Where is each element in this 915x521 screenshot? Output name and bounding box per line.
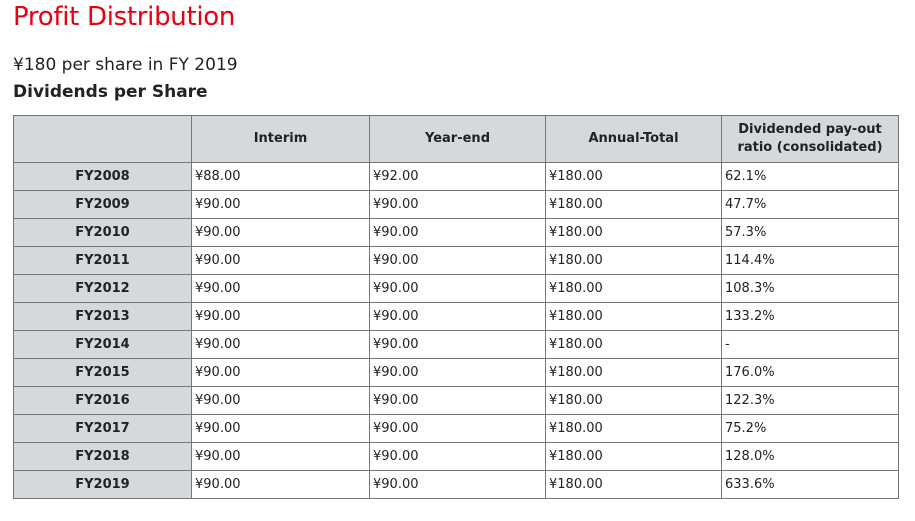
table-row: FY2016 ¥90.00 ¥90.00 ¥180.00 122.3% xyxy=(13,386,899,415)
cell-year-end: ¥90.00 xyxy=(369,386,546,415)
table-row: FY2010 ¥90.00 ¥90.00 ¥180.00 57.3% xyxy=(13,218,899,247)
cell-year-end: ¥90.00 xyxy=(369,190,546,219)
cell-interim: ¥90.00 xyxy=(191,330,370,359)
cell-payout-ratio: 108.3% xyxy=(721,274,899,303)
cell-year-end: ¥90.00 xyxy=(369,470,546,499)
cell-year: FY2013 xyxy=(13,302,192,331)
cell-annual-total: ¥180.00 xyxy=(545,190,722,219)
cell-interim: ¥90.00 xyxy=(191,470,370,499)
cell-annual-total: ¥180.00 xyxy=(545,414,722,443)
page-subtitle: ¥180 per share in FY 2019 xyxy=(13,55,238,75)
cell-annual-total: ¥180.00 xyxy=(545,302,722,331)
cell-annual-total: ¥180.00 xyxy=(545,386,722,415)
table-row: FY2014 ¥90.00 ¥90.00 ¥180.00- xyxy=(13,330,899,359)
cell-payout-ratio: - xyxy=(721,330,899,359)
cell-year-end: ¥90.00 xyxy=(369,358,546,387)
cell-payout-ratio: 128.0% xyxy=(721,442,899,471)
cell-year-end: ¥90.00 xyxy=(369,246,546,275)
cell-annual-total: ¥180.00 xyxy=(545,162,722,191)
cell-year-end: ¥90.00 xyxy=(369,442,546,471)
cell-interim: ¥90.00 xyxy=(191,302,370,331)
table-row: FY2015 ¥90.00 ¥90.00 ¥180.00 176.0% xyxy=(13,358,899,387)
cell-payout-ratio: 47.7% xyxy=(721,190,899,219)
cell-year: FY2011 xyxy=(13,246,192,275)
page-title: Profit Distribution xyxy=(13,2,236,32)
dividends-table: Interim Year-end Annual-Total Dividended pa… xyxy=(13,115,899,499)
section-title: Dividends per Share xyxy=(13,82,208,102)
column-header-year-end: Year-end xyxy=(369,115,546,163)
cell-year: FY2017 xyxy=(13,414,192,443)
table-row: FY2013 ¥90.00 ¥90.00 ¥180.00 133.2% xyxy=(13,302,899,331)
cell-annual-total: ¥180.00 xyxy=(545,246,722,275)
cell-interim: ¥90.00 xyxy=(191,358,370,387)
cell-year-end: ¥92.00 xyxy=(369,162,546,191)
cell-payout-ratio: 176.0% xyxy=(721,358,899,387)
cell-year: FY2008 xyxy=(13,162,192,191)
cell-year: FY2019 xyxy=(13,470,192,499)
column-header-payout-ratio: Dividended pay-out ratio (consolidated) xyxy=(721,115,899,163)
column-header-year xyxy=(13,115,192,163)
cell-year: FY2015 xyxy=(13,358,192,387)
table-row: FY2017 ¥90.00 ¥90.00 ¥180.00 75.2% xyxy=(13,414,899,443)
cell-interim: ¥90.00 xyxy=(191,442,370,471)
cell-interim: ¥88.00 xyxy=(191,162,370,191)
cell-payout-ratio: 133.2% xyxy=(721,302,899,331)
column-header-interim: Interim xyxy=(191,115,370,163)
cell-interim: ¥90.00 xyxy=(191,218,370,247)
cell-payout-ratio: 114.4% xyxy=(721,246,899,275)
cell-year: FY2012 xyxy=(13,274,192,303)
cell-year-end: ¥90.00 xyxy=(369,302,546,331)
cell-annual-total: ¥180.00 xyxy=(545,274,722,303)
column-header-annual-total: Annual-Total xyxy=(545,115,722,163)
cell-year-end: ¥90.00 xyxy=(369,218,546,247)
table-row: FY2011 ¥90.00 ¥90.00 ¥180.00 114.4% xyxy=(13,246,899,275)
table-row: FY2018 ¥90.00 ¥90.00 ¥180.00 128.0% xyxy=(13,442,899,471)
cell-year: FY2014 xyxy=(13,330,192,359)
cell-annual-total: ¥180.00 xyxy=(545,358,722,387)
cell-payout-ratio: 62.1% xyxy=(721,162,899,191)
table-row: FY2008 ¥88.00 ¥92.00 ¥180.00 62.1% xyxy=(13,162,899,191)
cell-payout-ratio: 57.3% xyxy=(721,218,899,247)
cell-payout-ratio: 633.6% xyxy=(721,470,899,499)
cell-year: FY2010 xyxy=(13,218,192,247)
cell-annual-total: ¥180.00 xyxy=(545,330,722,359)
cell-interim: ¥90.00 xyxy=(191,386,370,415)
cell-year-end: ¥90.00 xyxy=(369,414,546,443)
cell-interim: ¥90.00 xyxy=(191,246,370,275)
table-body: FY2008 ¥88.00 ¥92.00 ¥180.00 62.1% FY2009 ¥90.… xyxy=(13,162,899,499)
cell-year: FY2018 xyxy=(13,442,192,471)
table-row: FY2009 ¥90.00 ¥90.00 ¥180.00 47.7% xyxy=(13,190,899,219)
cell-year: FY2016 xyxy=(13,386,192,415)
cell-year: FY2009 xyxy=(13,190,192,219)
cell-annual-total: ¥180.00 xyxy=(545,470,722,499)
cell-year-end: ¥90.00 xyxy=(369,274,546,303)
table-row: FY2012 ¥90.00 ¥90.00 ¥180.00 108.3% xyxy=(13,274,899,303)
cell-payout-ratio: 122.3% xyxy=(721,386,899,415)
table-row: FY2019 ¥90.00 ¥90.00 ¥180.00 633.6% xyxy=(13,470,899,499)
cell-interim: ¥90.00 xyxy=(191,414,370,443)
cell-interim: ¥90.00 xyxy=(191,274,370,303)
cell-annual-total: ¥180.00 xyxy=(545,218,722,247)
cell-payout-ratio: 75.2% xyxy=(721,414,899,443)
table-header-row: Interim Year-end Annual-Total Dividended pa… xyxy=(13,115,899,163)
cell-annual-total: ¥180.00 xyxy=(545,442,722,471)
cell-interim: ¥90.00 xyxy=(191,190,370,219)
cell-year-end: ¥90.00 xyxy=(369,330,546,359)
